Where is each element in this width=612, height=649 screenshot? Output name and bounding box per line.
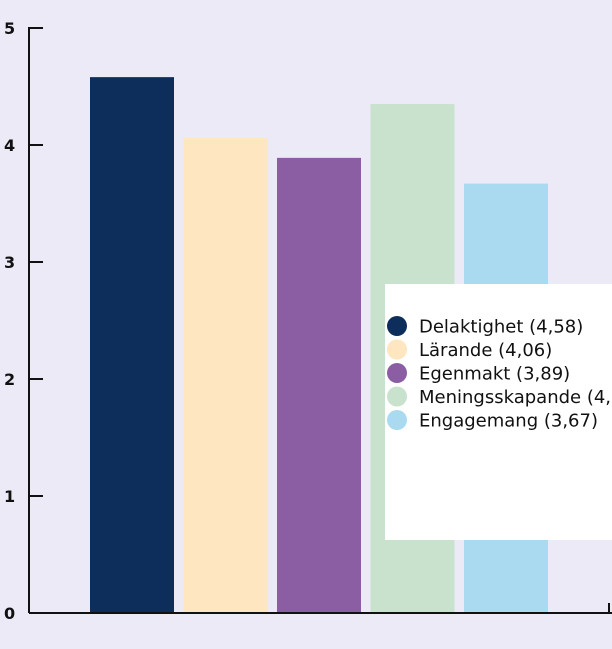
y-tick-label: 0 (4, 604, 15, 623)
y-tick-label: 4 (4, 136, 15, 155)
y-tick-label: 1 (4, 487, 15, 506)
legend-swatch (387, 386, 407, 407)
axes-group (28, 27, 612, 614)
legend-label: Meningsskapande (4,35) (419, 387, 612, 408)
y-tick-label: 5 (4, 19, 15, 38)
legend-label: Egenmakt (3,89) (419, 364, 570, 385)
y-tick-label: 3 (4, 253, 15, 272)
legend-label: Lärande (4,06) (419, 340, 552, 361)
y-ticks-group: 0 1 2 3 4 5 (4, 19, 43, 623)
legend-swatch (387, 363, 407, 383)
legend-swatch (387, 339, 407, 360)
legend: Delaktighet (4,58)Lärande (4,06) Egenmakt… (385, 284, 612, 540)
legend-label: Engagemang (3,67) (419, 411, 598, 432)
legend-box (385, 284, 612, 540)
bar-delaktighet (90, 77, 174, 613)
legend-swatch (387, 316, 407, 336)
y-tick-label: 2 (4, 370, 15, 389)
legend-label: Delaktighet (4,58) (419, 317, 583, 338)
bar-egenmakt (277, 157, 361, 613)
legend-swatch (387, 410, 407, 430)
bar-lärande (183, 137, 268, 614)
